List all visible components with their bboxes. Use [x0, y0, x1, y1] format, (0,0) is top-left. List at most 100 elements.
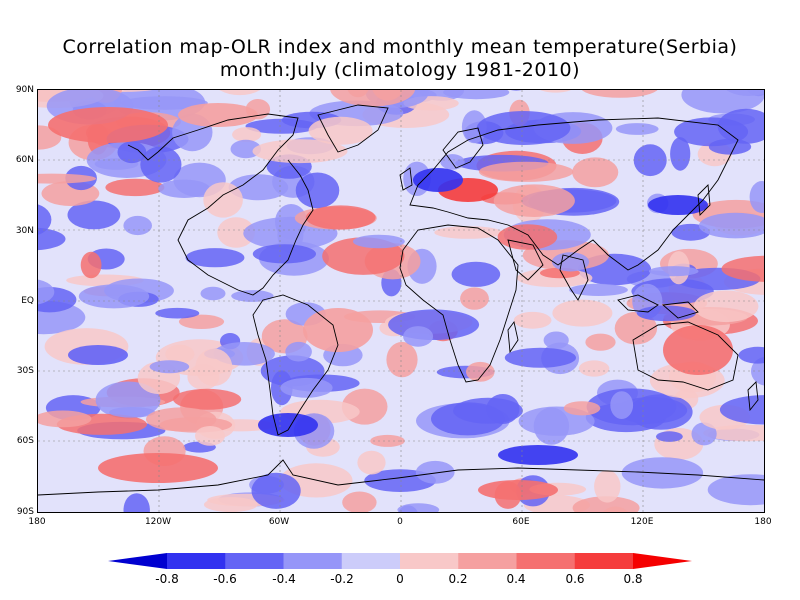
correlation-patch — [342, 491, 377, 512]
correlation-patch — [217, 217, 255, 248]
correlation-patch — [295, 172, 340, 209]
correlation-patch — [572, 157, 619, 188]
colorbar-segment — [516, 553, 576, 569]
correlation-patch — [228, 174, 289, 201]
correlation-patch — [569, 283, 628, 296]
correlation-patch — [413, 168, 463, 192]
correlation-patch — [185, 248, 245, 268]
correlation-patch — [386, 341, 418, 378]
correlation-patch — [540, 90, 571, 93]
lat-label-eq: EQ — [21, 296, 34, 306]
correlation-patch — [388, 309, 480, 340]
correlation-patch — [493, 184, 575, 217]
correlation-patch — [751, 356, 764, 386]
correlation-patch — [633, 144, 667, 177]
correlation-patch — [78, 284, 150, 309]
map-title-line2: month:July (climatology 1981-2010) — [219, 59, 581, 81]
correlation-patch — [155, 307, 200, 319]
correlation-patch — [305, 205, 376, 230]
correlation-patch — [230, 139, 262, 159]
correlation-patch — [347, 90, 369, 98]
correlation-patch — [614, 311, 658, 345]
colorbar-arrow-low — [108, 553, 167, 569]
correlation-patch — [648, 266, 699, 277]
correlation-patch — [543, 331, 569, 350]
correlation-patch — [572, 496, 640, 512]
correlation-patch — [533, 407, 570, 445]
correlation-patch — [158, 179, 211, 198]
correlation-patch — [117, 141, 147, 164]
correlation-patch — [681, 90, 764, 114]
map-title-line1: Correlation map-OLR index and monthly me… — [62, 36, 738, 58]
correlation-patch — [552, 299, 613, 327]
correlation-patch — [178, 103, 258, 127]
correlation-patch — [443, 90, 510, 100]
correlation-patch — [656, 431, 683, 442]
correlation-patch — [513, 311, 552, 329]
correlation-patch — [726, 90, 764, 96]
correlation-patch — [303, 308, 373, 352]
correlation-patch — [585, 333, 616, 351]
correlation-patch — [707, 474, 764, 506]
correlation-patch — [203, 182, 243, 218]
correlation-patch — [397, 503, 440, 512]
correlation-patch — [245, 118, 318, 134]
colorbar-segment — [341, 553, 401, 569]
correlation-patch — [38, 410, 92, 428]
correlation-patch — [594, 470, 621, 503]
correlation-patch — [38, 279, 55, 305]
correlation-patch — [466, 361, 495, 382]
correlation-patch — [403, 326, 434, 347]
correlation-patch — [165, 344, 195, 364]
lon-label-0: 0 — [397, 517, 403, 527]
correlation-patch — [80, 251, 102, 279]
correlation-patch — [231, 290, 274, 302]
correlation-patch — [440, 154, 465, 170]
correlation-patch — [195, 426, 225, 446]
lon-label-60w: 60W — [268, 517, 290, 527]
lat-label-90n: 90N — [15, 85, 34, 95]
correlation-patch — [123, 215, 152, 236]
correlation-patch — [663, 325, 733, 375]
correlation-patch — [478, 161, 574, 182]
correlation-patch — [357, 450, 386, 475]
colorbar-label-0: 0 — [396, 572, 404, 586]
lon-label-120w: 120W — [144, 517, 172, 527]
correlation-patch — [749, 181, 764, 213]
correlation-patch — [551, 252, 590, 272]
colorbar-label-neg02: -0.2 — [330, 572, 354, 586]
correlation-patch — [123, 493, 150, 512]
correlation-patch — [48, 107, 168, 143]
correlation-patch — [67, 200, 121, 230]
correlation-patch — [146, 407, 217, 432]
correlation-patch — [285, 341, 312, 362]
correlation-patch — [719, 395, 764, 425]
correlation-patch — [717, 108, 764, 144]
correlation-patch — [204, 497, 258, 512]
colorbar-label-04: 0.4 — [506, 572, 526, 586]
correlation-patch — [68, 345, 128, 365]
correlation-patch — [615, 123, 659, 135]
correlation-patch — [105, 178, 165, 197]
correlation-patch — [460, 287, 489, 310]
continent-coastlines — [38, 104, 764, 496]
correlation-patch — [38, 227, 66, 251]
correlation-patch — [510, 90, 522, 91]
correlation-patch — [372, 90, 404, 101]
correlation-patch — [258, 413, 318, 437]
correlation-patch — [370, 434, 405, 447]
correlation-patch — [109, 407, 156, 418]
colorbar-segment — [283, 553, 343, 569]
correlation-patch — [498, 445, 578, 465]
correlation-patch — [698, 212, 764, 239]
correlation-patch — [98, 453, 218, 483]
correlation-patch — [721, 255, 764, 282]
correlation-patch — [200, 286, 226, 301]
lat-label-60s: 60S — [16, 436, 34, 446]
colorbar-segment — [574, 553, 634, 569]
colorbar-arrow-high — [633, 553, 692, 569]
correlation-patch — [251, 472, 301, 509]
correlation-patch — [434, 226, 503, 239]
colorbar-segment — [225, 553, 284, 569]
correlation-patch — [252, 244, 316, 264]
